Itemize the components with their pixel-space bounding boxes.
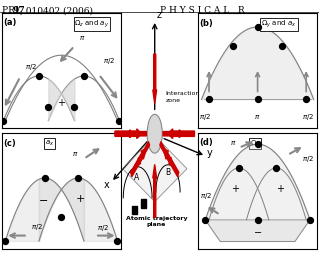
Text: $\pi$: $\pi$ [230,139,236,147]
Text: Interaction
zone: Interaction zone [165,91,200,103]
Text: +: + [57,98,65,108]
Point [279,44,285,48]
Text: $\pi/2$: $\pi/2$ [199,112,211,122]
Point [72,105,77,109]
Point [255,218,260,222]
Text: $\pi$: $\pi$ [255,113,261,121]
Text: $\pi/2$: $\pi/2$ [302,154,314,164]
Point [59,215,64,219]
Text: $\Omega_y$ and $a_x$: $\Omega_y$ and $a_x$ [261,19,297,30]
Text: $\Omega_x$: $\Omega_x$ [250,138,260,149]
Point [36,74,41,78]
Text: $\pi$: $\pi$ [79,34,85,42]
Point [3,239,8,243]
Point [255,25,260,29]
Polygon shape [205,220,310,241]
Point [115,239,120,243]
Point [42,176,47,180]
Bar [132,206,137,214]
Point [231,44,236,48]
Bar [141,199,146,207]
Text: (d): (d) [200,138,213,147]
FancyArrow shape [168,129,195,139]
Point [203,218,208,222]
Text: $\pi/2$: $\pi/2$ [200,191,212,201]
Polygon shape [122,136,187,202]
Text: 97: 97 [12,6,25,16]
FancyArrow shape [163,130,183,138]
FancyArrow shape [163,148,179,177]
Text: z: z [157,10,162,20]
Text: (a): (a) [4,18,17,27]
Point [206,97,211,102]
Text: $\pi$: $\pi$ [72,150,79,158]
Text: $\Omega_z$ and $a_y$: $\Omega_z$ and $a_y$ [75,18,109,30]
Text: P H Y S I C A L   R: P H Y S I C A L R [160,6,244,16]
FancyArrow shape [153,54,157,104]
Text: $\pi/2$: $\pi/2$ [97,223,108,233]
Point [236,166,241,170]
Text: (b): (b) [200,19,213,28]
Point [255,142,260,146]
Point [304,97,309,102]
Text: $+$: $+$ [231,183,240,194]
Text: Atomic trajectory
plane: Atomic trajectory plane [126,216,188,227]
Text: $+$: $+$ [276,183,285,194]
Point [117,118,122,123]
Text: , 010402 (2006): , 010402 (2006) [20,6,93,16]
Text: A: A [134,173,139,182]
Circle shape [147,114,162,153]
FancyArrow shape [160,142,173,167]
Text: $a_x$: $a_x$ [45,139,54,148]
FancyArrow shape [131,148,146,177]
Point [308,218,313,222]
FancyArrow shape [153,164,157,217]
Point [255,97,260,102]
Text: B: B [165,168,170,177]
Point [46,105,51,109]
Point [76,176,81,180]
Text: $+$: $+$ [75,193,85,204]
Point [81,74,86,78]
FancyArrow shape [115,129,142,139]
Text: $\pi/2$: $\pi/2$ [25,62,37,72]
Text: $\pi/2$: $\pi/2$ [103,56,115,66]
Text: $\pi/2$: $\pi/2$ [31,222,43,232]
FancyArrow shape [126,130,146,138]
FancyArrow shape [136,142,150,167]
Text: $-$: $-$ [38,194,48,204]
Text: x: x [104,180,109,190]
Text: $\pi/2$: $\pi/2$ [302,112,314,122]
Point [1,118,6,123]
Text: PRL: PRL [2,6,23,16]
Text: y: y [207,148,213,158]
Point [274,166,279,170]
Text: $-$: $-$ [253,226,262,236]
Text: (c): (c) [4,139,16,148]
